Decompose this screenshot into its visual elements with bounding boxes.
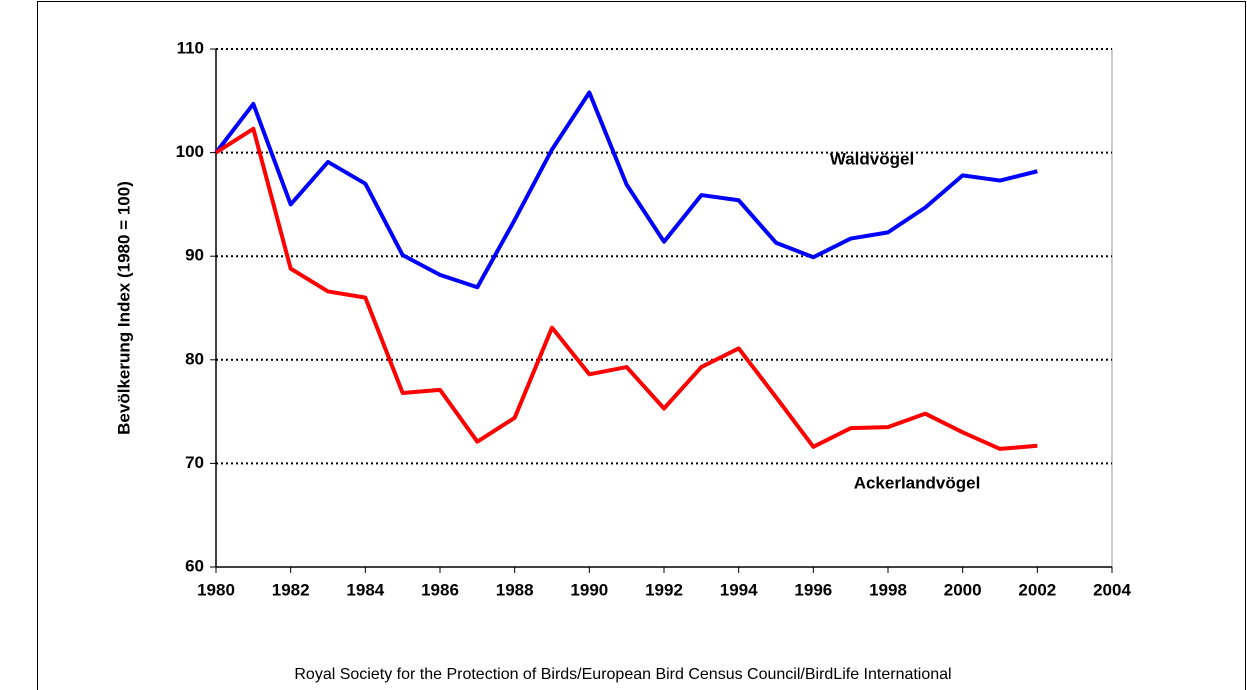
series-line [214, 90, 1038, 290]
x-tick-label: 1994 [720, 580, 758, 599]
source-note: Royal Society for the Protection of Bird… [294, 666, 951, 683]
y-tick-label: 90 [185, 246, 204, 265]
series-line [214, 126, 1038, 451]
x-tick-label: 1980 [197, 580, 235, 599]
x-tick-label: 1992 [645, 580, 683, 599]
y-axis-label: Bevölkerung Index (1980 = 100) [114, 181, 133, 435]
x-tick-label: 1988 [496, 580, 534, 599]
x-tick-label: 2000 [944, 580, 982, 599]
x-tick-label: 1998 [869, 580, 907, 599]
series-annotation: Ackerlandvögel [854, 473, 981, 492]
x-tick-label: 2004 [1093, 580, 1131, 599]
x-tick-label: 1982 [272, 580, 310, 599]
y-tick-label: 70 [185, 453, 204, 472]
x-tick-label: 2002 [1018, 580, 1056, 599]
x-tick-label: 1996 [794, 580, 832, 599]
x-tick-label: 1984 [346, 580, 384, 599]
y-tick-label: 110 [177, 38, 204, 57]
series-annotation: Waldvögel [830, 149, 914, 168]
frame [37, 1, 1246, 690]
x-tick-label: 1990 [570, 580, 608, 599]
y-tick-label: 60 [185, 556, 204, 575]
y-tick-label: 80 [185, 349, 204, 368]
x-tick-label: 1986 [421, 580, 459, 599]
y-tick-label: 100 [176, 142, 204, 161]
